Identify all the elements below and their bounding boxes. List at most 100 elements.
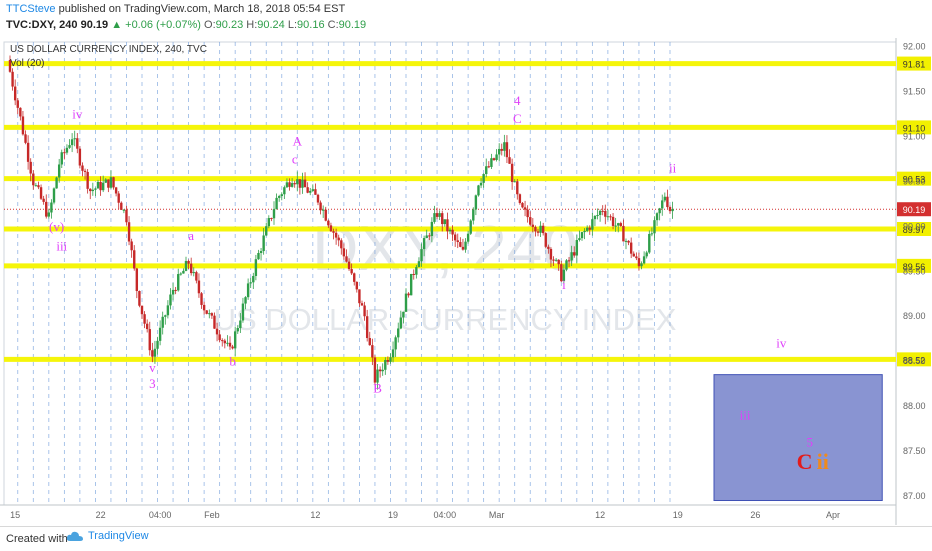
- candle-body: [21, 116, 25, 135]
- candle-body: [311, 189, 315, 191]
- candle-body: [321, 209, 325, 211]
- candle-body: [415, 267, 418, 275]
- level-price-box: [897, 352, 931, 367]
- candle-body: [523, 207, 527, 210]
- level-price-box: [897, 258, 931, 273]
- wave-label: i: [562, 277, 566, 292]
- candle-body: [125, 209, 128, 223]
- wave-label: 4: [514, 93, 521, 108]
- wave-label: ii: [817, 449, 829, 474]
- candle-body: [32, 173, 35, 186]
- open-label: O:: [204, 19, 216, 31]
- candle-body: [464, 241, 467, 250]
- candle-body: [560, 264, 563, 282]
- level-price-box: [897, 221, 931, 236]
- candle-body: [252, 275, 255, 283]
- candle-body: [177, 274, 180, 291]
- candle-body: [249, 282, 252, 284]
- candle-body: [42, 198, 45, 202]
- candle-body: [446, 219, 449, 232]
- candle-body: [202, 304, 206, 311]
- candle-body: [487, 166, 491, 168]
- candle-body: [420, 249, 423, 262]
- candle-body: [609, 216, 612, 218]
- candle-body: [500, 148, 503, 151]
- level-price-label: 90.53: [903, 175, 926, 185]
- candle-body: [378, 369, 382, 372]
- candle-body: [174, 289, 177, 291]
- publish-info: published on TradingView.com, March 18, …: [58, 3, 346, 15]
- candle-body: [277, 196, 281, 198]
- last-price: 90.19: [80, 19, 109, 31]
- candle-body: [373, 357, 377, 383]
- wave-label: 5: [807, 435, 814, 450]
- candle-body: [645, 252, 648, 257]
- candle-body: [604, 210, 607, 217]
- candle-body: [60, 152, 63, 165]
- candle-body: [490, 158, 493, 167]
- candle-body: [239, 320, 242, 329]
- low-value: 90.16: [297, 19, 325, 31]
- candle-body: [598, 210, 602, 215]
- candle-body: [246, 283, 250, 298]
- wave-label: 3: [149, 376, 156, 391]
- candle-body: [259, 251, 263, 254]
- candle-body: [632, 253, 635, 257]
- candle-body: [55, 177, 58, 189]
- candle-body: [619, 223, 623, 226]
- candle-body: [593, 216, 597, 220]
- tradingview-logo[interactable]: TradingView: [66, 530, 149, 542]
- candle-body: [474, 195, 478, 210]
- candle-body: [477, 185, 480, 196]
- candle-body: [262, 235, 265, 252]
- author-link[interactable]: TTCSteve: [6, 3, 56, 15]
- candle-body: [342, 248, 346, 257]
- candle-body: [213, 315, 216, 329]
- candle-body: [228, 342, 232, 347]
- candle-body: [11, 71, 14, 87]
- candle-body: [505, 142, 509, 158]
- up-arrow-icon: ▲: [111, 19, 123, 31]
- candle-body: [402, 311, 405, 318]
- candle-body: [76, 138, 79, 149]
- candle-body: [26, 142, 30, 162]
- candle-body: [552, 259, 555, 261]
- open-value: 90.23: [215, 19, 244, 31]
- level-price-label: 91.81: [903, 60, 926, 70]
- candle-body: [583, 230, 586, 233]
- cloud-icon: [66, 531, 83, 541]
- candle-body: [13, 86, 17, 101]
- candle-body: [601, 210, 604, 212]
- candle-body: [57, 164, 61, 178]
- candle-body: [544, 233, 547, 247]
- candle-body: [510, 163, 514, 182]
- candle-body: [655, 213, 659, 221]
- candle-body: [244, 297, 247, 304]
- candle-body: [585, 227, 589, 231]
- candle-body: [529, 217, 532, 225]
- x-tick-label: 12: [595, 510, 605, 520]
- candle-body: [200, 293, 203, 305]
- candle-body: [350, 269, 353, 274]
- candle-body: [52, 188, 56, 203]
- candle-body: [89, 188, 92, 192]
- candle-body: [461, 246, 465, 250]
- candle-body: [516, 181, 519, 195]
- candle-body: [363, 305, 366, 317]
- candle-body: [205, 310, 208, 314]
- candle-body: [671, 209, 674, 212]
- price-change: +0.06 (+0.07%): [125, 19, 201, 31]
- candle-body: [648, 233, 651, 253]
- candle-body: [156, 340, 159, 349]
- candle-body: [267, 218, 271, 227]
- wave-label: (v): [49, 219, 64, 234]
- candle-body: [409, 273, 413, 296]
- x-tick-label: Feb: [204, 510, 220, 520]
- candle-body: [340, 240, 343, 249]
- candle-body: [117, 193, 120, 203]
- high-label: H:: [246, 19, 258, 31]
- candle-body: [663, 196, 667, 201]
- x-tick-label: 15: [10, 510, 20, 520]
- candle-body: [314, 189, 317, 195]
